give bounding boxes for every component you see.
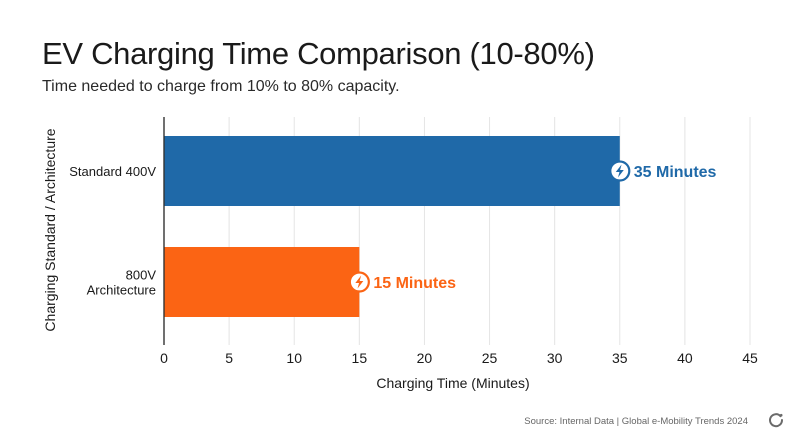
- x-tick-label-20: 20: [417, 350, 433, 366]
- value-label-2: 15 Minutes: [373, 275, 456, 292]
- category-label-2-line-1: 800V: [126, 268, 157, 283]
- bar-2: [164, 247, 360, 317]
- x-tick-label-5: 5: [225, 350, 233, 366]
- y-axis-title: Charging Standard / Architecture: [42, 128, 58, 331]
- x-tick-label-30: 30: [547, 350, 563, 366]
- bolt-icon-1: [615, 164, 624, 178]
- x-tick-label-10: 10: [286, 350, 302, 366]
- category-label-1-line-1: Standard 400V: [69, 164, 156, 179]
- x-tick-label-25: 25: [482, 350, 498, 366]
- chart-subtitle: Time needed to charge from 10% to 80% ca…: [42, 78, 400, 95]
- x-axis-title: Charging Time (Minutes): [376, 375, 529, 391]
- x-tick-label-15: 15: [352, 350, 368, 366]
- x-tick-label-45: 45: [742, 350, 758, 366]
- x-tick-label-0: 0: [160, 350, 168, 366]
- category-label-2-line-2: Architecture: [87, 283, 156, 298]
- bar-1: [164, 136, 620, 206]
- value-label-1: 35 Minutes: [634, 164, 717, 181]
- x-tick-label-40: 40: [677, 350, 693, 366]
- source-note: Source: Internal Data | Global e-Mobilit…: [524, 416, 748, 427]
- x-tick-label-35: 35: [612, 350, 628, 366]
- bolt-icon-2: [355, 275, 364, 289]
- chart-title: EV Charging Time Comparison (10-80%): [42, 36, 595, 71]
- brand-logo-icon: [769, 413, 784, 428]
